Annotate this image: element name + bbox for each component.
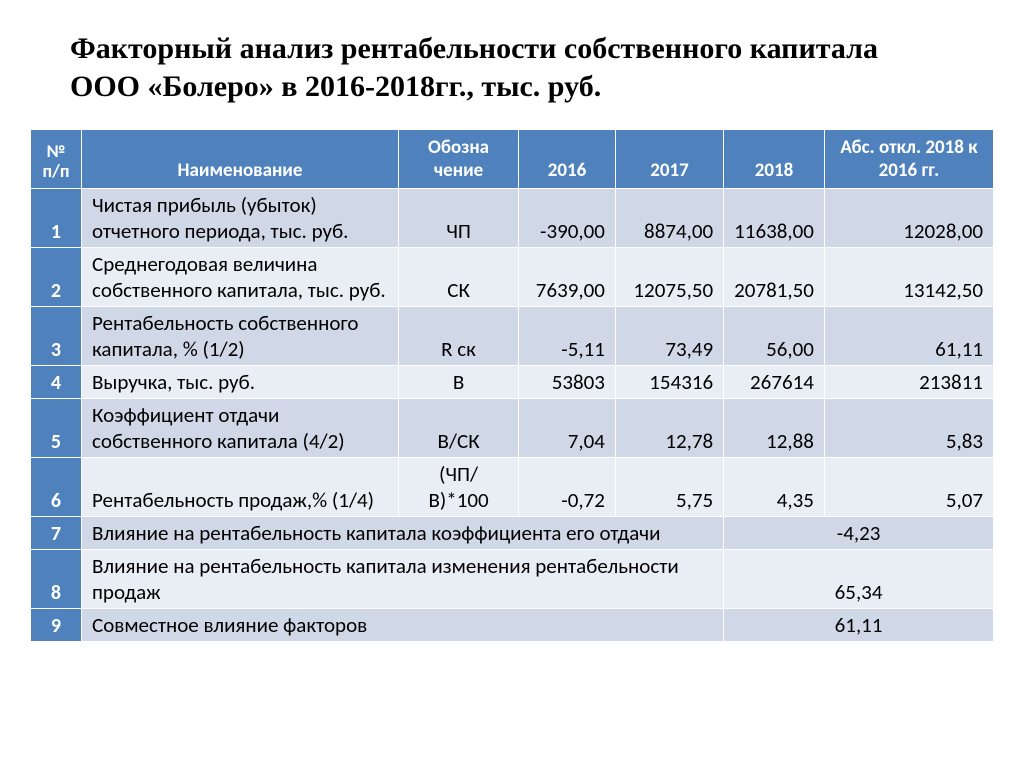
summary-row: 8Влияние на рентабельность капитала изме… (31, 550, 994, 609)
row-denote: (ЧП/В)*100 (399, 458, 519, 517)
row-denote: ЧП (399, 189, 519, 248)
cell-2018: 56,00 (724, 307, 825, 366)
summary-name: Влияние на рентабельность капитала измен… (82, 550, 724, 609)
analysis-table: № п/п Наименование Обозна чение 2016 201… (30, 129, 994, 642)
cell-2017: 12,78 (615, 399, 723, 458)
cell-2018: 4,35 (724, 458, 825, 517)
cell-2018: 267614 (724, 366, 825, 399)
cell-abs: 213811 (824, 366, 993, 399)
cell-2016: 53803 (519, 366, 616, 399)
summary-name: Совместное влияние факторов (82, 609, 724, 642)
row-name: Коэффициент отдачи собственного капитала… (82, 399, 399, 458)
summary-value: 61,11 (724, 609, 994, 642)
row-name: Выручка, тыс. руб. (82, 366, 399, 399)
cell-2017: 154316 (615, 366, 723, 399)
summary-value: -4,23 (724, 517, 994, 550)
table-header-row: № п/п Наименование Обозна чение 2016 201… (31, 130, 994, 189)
col-2016: 2016 (519, 130, 616, 189)
cell-2018: 20781,50 (724, 248, 825, 307)
row-number: 6 (31, 458, 82, 517)
row-denote: R ск (399, 307, 519, 366)
summary-row: 7Влияние на рентабельность капитала коэф… (31, 517, 994, 550)
table-row: 6Рентабельность продаж,% (1/4)(ЧП/В)*100… (31, 458, 994, 517)
cell-2016: -390,00 (519, 189, 616, 248)
cell-2016: 7639,00 (519, 248, 616, 307)
table-row: 4Выручка, тыс. руб.В53803154316267614213… (31, 366, 994, 399)
col-2017: 2017 (615, 130, 723, 189)
col-number: № п/п (31, 130, 82, 189)
row-name: Чистая прибыль (убыток) отчетного период… (82, 189, 399, 248)
summary-value: 65,34 (724, 550, 994, 609)
table-row: 1Чистая прибыль (убыток) отчетного перио… (31, 189, 994, 248)
col-denote: Обозна чение (399, 130, 519, 189)
cell-abs: 5,83 (824, 399, 993, 458)
row-denote: В (399, 366, 519, 399)
cell-2018: 11638,00 (724, 189, 825, 248)
row-number: 3 (31, 307, 82, 366)
col-abs: Абс. откл. 2018 к 2016 гг. (824, 130, 993, 189)
row-number: 8 (31, 550, 82, 609)
summary-name: Влияние на рентабельность капитала коэфф… (82, 517, 724, 550)
cell-2017: 5,75 (615, 458, 723, 517)
row-name: Рентабельность продаж,% (1/4) (82, 458, 399, 517)
table-row: 3Рентабельность собственного капитала, %… (31, 307, 994, 366)
row-denote: СК (399, 248, 519, 307)
row-number: 7 (31, 517, 82, 550)
row-number: 2 (31, 248, 82, 307)
cell-2016: -0,72 (519, 458, 616, 517)
row-name: Рентабельность собственного капитала, % … (82, 307, 399, 366)
row-name: Среднегодовая величина собственного капи… (82, 248, 399, 307)
row-number: 1 (31, 189, 82, 248)
table-row: 5Коэффициент отдачи собственного капитал… (31, 399, 994, 458)
cell-2016: 7,04 (519, 399, 616, 458)
summary-row: 9Совместное влияние факторов61,11 (31, 609, 994, 642)
cell-abs: 13142,50 (824, 248, 993, 307)
row-number: 9 (31, 609, 82, 642)
cell-2018: 12,88 (724, 399, 825, 458)
row-denote: В/СК (399, 399, 519, 458)
cell-2017: 8874,00 (615, 189, 723, 248)
row-number: 4 (31, 366, 82, 399)
cell-2017: 73,49 (615, 307, 723, 366)
table-row: 2Среднегодовая величина собственного кап… (31, 248, 994, 307)
row-number: 5 (31, 399, 82, 458)
cell-2017: 12075,50 (615, 248, 723, 307)
cell-2016: -5,11 (519, 307, 616, 366)
page-title: Факторный анализ рентабельности собствен… (70, 30, 954, 105)
col-name: Наименование (82, 130, 399, 189)
cell-abs: 5,07 (824, 458, 993, 517)
cell-abs: 61,11 (824, 307, 993, 366)
col-2018: 2018 (724, 130, 825, 189)
cell-abs: 12028,00 (824, 189, 993, 248)
